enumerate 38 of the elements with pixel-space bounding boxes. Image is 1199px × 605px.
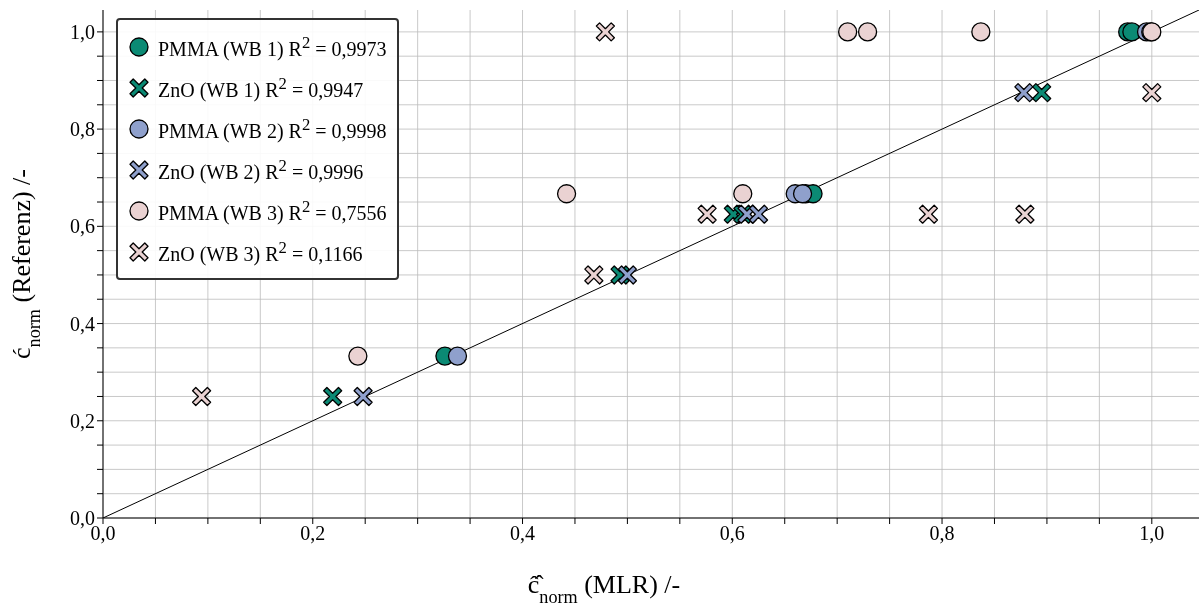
point [748, 204, 769, 224]
y-tick-label: 0,4 [70, 312, 95, 335]
point [556, 184, 577, 204]
point [1032, 82, 1052, 103]
point [191, 386, 212, 407]
point [918, 204, 939, 224]
point [838, 22, 858, 42]
point [447, 346, 468, 366]
point [971, 22, 991, 42]
point [353, 386, 373, 407]
point [323, 386, 343, 407]
x-tick-label: 0,8 [929, 522, 955, 545]
point [1142, 82, 1162, 103]
x-tick-label: 0,6 [719, 522, 745, 545]
x-tick-label: 1,0 [1139, 522, 1165, 545]
point [733, 184, 753, 204]
legend-label: PMMA (WB 2) R$^{2}$ = 0,9998 [158, 114, 387, 143]
y-tick-label: 0,8 [70, 118, 95, 141]
x-axis-title: ĉ̂$_{norm}$ (MLR) /- [527, 570, 681, 605]
y-tick-label: 0,6 [70, 215, 95, 238]
point [1015, 204, 1035, 224]
point [595, 22, 616, 42]
point [584, 265, 604, 285]
point [1014, 82, 1034, 103]
x-tick-label: 0,4 [510, 522, 536, 545]
y-tick-label: 0,2 [70, 409, 95, 432]
legend-label: ZnO (WB 1) R$^{2}$ = 0,9947 [158, 73, 364, 102]
point [697, 204, 717, 224]
point [792, 184, 813, 204]
legend-label: PMMA (WB 1) R$^{2}$ = 0,9973 [158, 32, 387, 61]
point [617, 265, 638, 285]
point [857, 22, 878, 42]
legend-label: ZnO (WB 2) R$^{2}$ = 0,9996 [158, 155, 364, 184]
legend-label: ZnO (WB 3) R$^{2}$ = 0,1166 [158, 237, 363, 266]
y-tick-label: 1,0 [70, 20, 95, 43]
point [348, 346, 368, 366]
legend-label: PMMA (WB 3) R$^{2}$ = 0,7556 [158, 196, 387, 225]
x-tick-label: 0,2 [300, 522, 326, 545]
